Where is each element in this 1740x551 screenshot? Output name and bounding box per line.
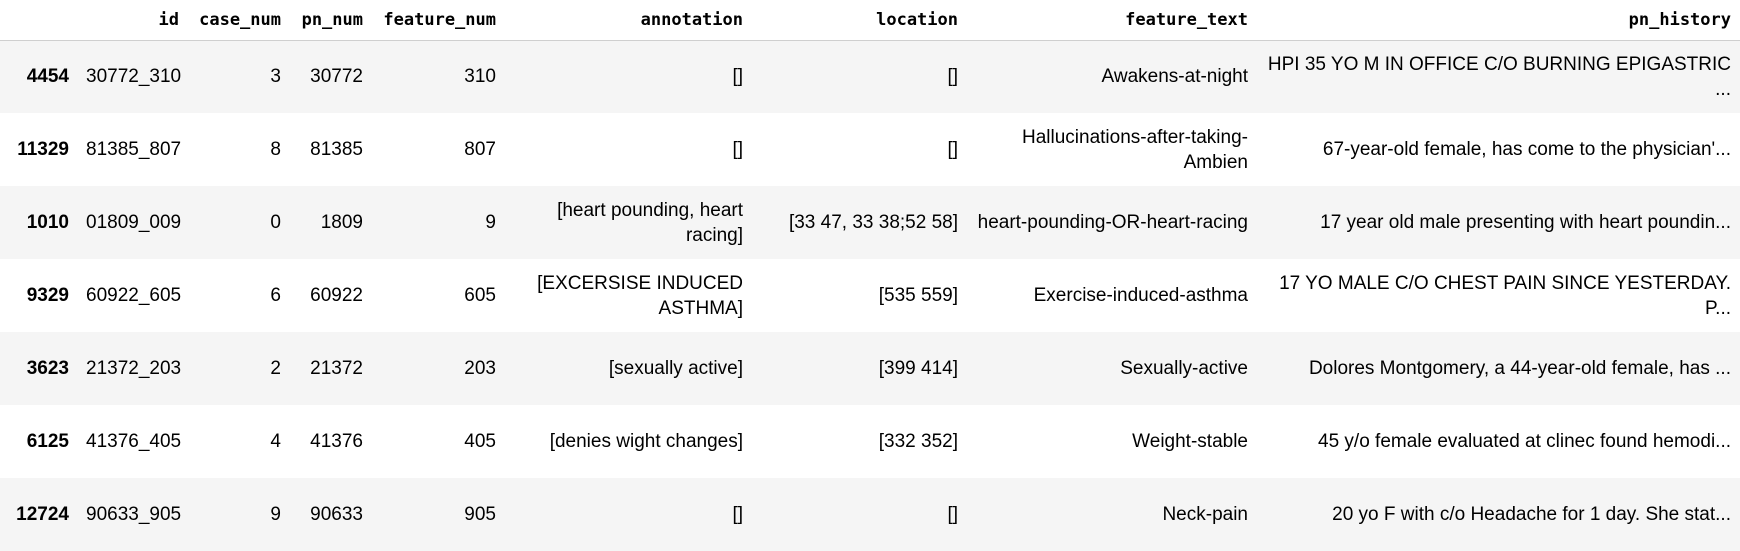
cell-feature-text: Neck-pain [1162, 504, 1248, 525]
cell-annotation: [] [732, 139, 743, 160]
table-row: 9329 60922_605 6 60922 605 [EXCERSISE IN… [0, 259, 1740, 332]
cell-feature-text: Sexually-active [1120, 358, 1248, 379]
cell-location: [535 559] [878, 285, 958, 306]
cell-pn-history: 17 year old male presenting with heart p… [1320, 212, 1731, 233]
column-header-annotation: annotation [505, 0, 752, 41]
cell-pn-num: 60922 [310, 285, 363, 306]
cell-case-num: 0 [270, 212, 281, 233]
cell-location: [399 414] [878, 358, 958, 379]
cell-pn-num: 41376 [310, 431, 363, 452]
cell-id: 81385_807 [86, 139, 182, 160]
table-row: 3623 21372_203 2 21372 203 [sexually act… [0, 332, 1740, 405]
cell-case-num: 8 [270, 139, 281, 160]
cell-location: [] [947, 504, 958, 525]
cell-feature-num: 9 [485, 212, 496, 233]
cell-feature-num: 905 [464, 504, 496, 525]
cell-pn-history: 67-year-old female, has come to the phys… [1322, 139, 1731, 160]
cell-feature-text: Weight-stable [1132, 431, 1248, 452]
cell-case-num: 4 [270, 431, 281, 452]
header-row: id case_num pn_num feature_num annotatio… [0, 0, 1740, 41]
cell-annotation: [denies wight changes] [549, 431, 743, 452]
cell-feature-num: 203 [464, 358, 496, 379]
cell-annotation: [EXCERSISE INDUCED ASTHMA] [537, 272, 743, 319]
cell-id: 60922_605 [86, 285, 182, 306]
cell-pn-num: 30772 [310, 66, 363, 88]
column-header-location: location [752, 0, 967, 41]
row-index: 4454 [26, 65, 69, 87]
cell-feature-text: Hallucinations-after-taking-Ambien [1022, 126, 1248, 173]
cell-pn-history: 20 yo F with c/o Headache for 1 day. She… [1332, 504, 1731, 525]
cell-case-num: 9 [270, 504, 281, 525]
cell-id: 01809_009 [86, 212, 182, 233]
cell-id: 30772_310 [86, 66, 182, 88]
table-row: 1010 01809_009 0 1809 9 [heart pounding,… [0, 186, 1740, 259]
cell-feature-num: 605 [464, 285, 496, 306]
table-row: 11329 81385_807 8 81385 807 [] [] Halluc… [0, 113, 1740, 186]
cell-pn-num: 21372 [310, 358, 363, 379]
cell-feature-num: 405 [464, 431, 496, 452]
cell-location: [332 352] [878, 431, 958, 452]
cell-feature-num: 807 [464, 139, 496, 160]
cell-annotation: [heart pounding, heart racing] [557, 199, 743, 246]
column-header-feature-text: feature_text [967, 0, 1257, 41]
cell-case-num: 2 [270, 358, 281, 379]
row-index: 1010 [26, 211, 69, 233]
cell-annotation: [sexually active] [608, 358, 743, 379]
row-index: 9329 [26, 284, 69, 306]
row-index: 11329 [17, 138, 69, 160]
cell-case-num: 3 [270, 66, 281, 88]
cell-case-num: 6 [270, 285, 281, 306]
column-header-pn-num: pn_num [290, 0, 372, 41]
table-row: 4454 30772_310 3 30772 310 [] [] Awakens… [0, 40, 1740, 113]
row-index: 12724 [16, 503, 69, 525]
cell-pn-num: 81385 [310, 139, 363, 160]
column-header-id: id [78, 0, 188, 41]
cell-feature-text: Awakens-at-night [1101, 66, 1248, 88]
column-header-feature-num: feature_num [372, 0, 505, 41]
cell-feature-text: Exercise-induced-asthma [1033, 285, 1248, 306]
cell-location: [] [947, 66, 958, 88]
cell-pn-history: HPI 35 YO M IN OFFICE C/O BURNING EPIGAS… [1267, 53, 1731, 100]
index-header [0, 0, 78, 41]
cell-pn-num: 1809 [320, 212, 363, 233]
cell-pn-history: 17 YO MALE C/O CHEST PAIN SINCE YESTERDA… [1279, 272, 1731, 319]
cell-feature-num: 310 [464, 66, 496, 88]
cell-annotation: [] [732, 504, 743, 525]
cell-annotation: [] [732, 66, 743, 88]
row-index: 3623 [26, 357, 69, 379]
cell-pn-history: 45 y/o female evaluated at clinec found … [1318, 431, 1731, 452]
column-header-pn-history: pn_history [1257, 0, 1740, 41]
column-header-case-num: case_num [188, 0, 290, 41]
table-row: 12724 90633_905 9 90633 905 [] [] Neck-p… [0, 478, 1740, 551]
cell-pn-num: 90633 [310, 504, 363, 525]
cell-location: [] [947, 139, 958, 160]
cell-id: 21372_203 [86, 358, 182, 379]
cell-pn-history: Dolores Montgomery, a 44-year-old female… [1308, 358, 1731, 379]
cell-feature-text: heart-pounding-OR-heart-racing [977, 212, 1248, 233]
cell-id: 41376_405 [86, 431, 182, 452]
row-index: 6125 [26, 430, 69, 452]
cell-id: 90633_905 [86, 504, 182, 525]
table-row: 6125 41376_405 4 41376 405 [denies wight… [0, 405, 1740, 478]
cell-location: [33 47, 33 38;52 58] [788, 212, 958, 233]
